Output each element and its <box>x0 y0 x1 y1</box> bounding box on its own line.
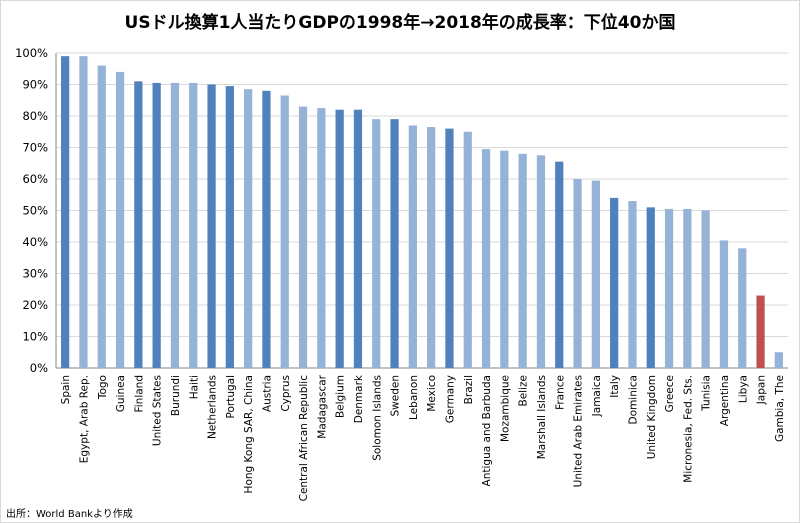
x-category-label: Marshall Islands <box>536 375 548 459</box>
x-category-label: Denmark <box>353 374 365 423</box>
x-category-label: Central African Republic <box>298 375 310 502</box>
bar <box>170 82 180 369</box>
x-category-label: Mozambique <box>499 375 511 442</box>
bar <box>701 210 710 368</box>
bar <box>61 56 70 369</box>
x-category-label: Togo <box>97 375 109 400</box>
bar <box>427 127 436 369</box>
x-category-label: Belgium <box>335 375 347 418</box>
x-category-label: Italy <box>609 375 621 398</box>
bar <box>500 150 509 368</box>
y-tick-label: 60% <box>22 172 48 186</box>
bar <box>445 128 454 368</box>
x-category-label: Portugal <box>225 375 237 419</box>
x-category-label: Sweden <box>390 375 402 417</box>
x-category-label: Libya <box>737 375 749 403</box>
bar <box>152 82 161 369</box>
x-category-label: Lebanon <box>408 375 420 420</box>
bar <box>97 65 106 368</box>
bar <box>372 119 381 369</box>
bar <box>628 201 637 368</box>
x-category-label: Haiti <box>188 375 200 399</box>
x-category-label: Greece <box>664 375 676 412</box>
x-category-label: Finland <box>133 375 145 413</box>
y-tick-label: 80% <box>22 109 48 123</box>
bar <box>408 125 417 368</box>
x-category-label: Netherlands <box>207 375 219 439</box>
bar <box>353 109 363 368</box>
bar <box>719 240 729 368</box>
y-tick-label: 40% <box>22 235 48 249</box>
x-category-label: Guinea <box>115 375 127 412</box>
chart-title: USドル換算1人当たりGDPの1998年→2018年の成長率：下位40か国 <box>124 13 676 33</box>
x-category-label: Japan <box>756 375 768 405</box>
x-category-label: Dominica <box>627 375 639 424</box>
bar <box>317 108 326 368</box>
x-category-label: Belize <box>518 375 530 406</box>
x-category-label: Cyprus <box>280 375 292 412</box>
bar <box>244 89 253 368</box>
gridlines <box>56 52 788 337</box>
bar <box>390 119 399 369</box>
y-tick-label: 10% <box>22 330 48 344</box>
x-category-label: Hong Kong SAR, China <box>243 375 255 493</box>
bar <box>262 90 271 369</box>
bar <box>646 207 655 368</box>
bar <box>774 352 783 368</box>
bars <box>61 56 783 369</box>
bar <box>115 71 125 369</box>
bar <box>756 295 765 368</box>
y-tick-label: 20% <box>22 298 48 312</box>
bar <box>573 179 582 368</box>
bar <box>610 197 619 368</box>
x-category-label: Gambia, The <box>774 375 786 442</box>
bar <box>481 149 491 368</box>
y-tick-label: 50% <box>22 204 48 218</box>
x-category-label: Egypt, Arab Rep. <box>78 375 90 463</box>
y-tick-label: 70% <box>22 141 48 155</box>
x-category-label: Micronesia, Fed. Sts. <box>682 375 694 483</box>
bar <box>536 155 546 368</box>
bar <box>555 161 564 368</box>
x-category-label: Jamaica <box>591 375 603 417</box>
x-category-label: United States <box>152 375 164 446</box>
bar <box>189 82 198 369</box>
y-tick-label: 30% <box>22 267 48 281</box>
y-tick-label: 0% <box>30 361 48 375</box>
bar <box>298 106 308 369</box>
x-category-label: Solomon Islands <box>371 375 383 461</box>
x-category-label: Burundi <box>170 375 182 416</box>
bar <box>134 81 143 368</box>
bar <box>664 208 674 368</box>
y-tick-label: 100% <box>15 46 48 60</box>
x-category-label: Madagascar <box>316 374 328 438</box>
y-tick-label: 90% <box>22 78 48 92</box>
bar <box>79 56 88 369</box>
bar <box>207 84 216 368</box>
bar <box>280 95 289 369</box>
x-category-label: Germany <box>444 375 456 423</box>
x-category-label: United Kingdom <box>646 375 658 459</box>
bar <box>591 180 600 368</box>
bar <box>335 109 344 368</box>
bar <box>683 208 692 368</box>
x-category-labels: Spain Egypt, Arab Rep. Togo Guinea Finland Un… <box>60 374 786 501</box>
bar <box>518 153 527 368</box>
bar <box>225 86 234 368</box>
x-category-label: Antigua and Barbuda <box>481 375 493 486</box>
x-category-label: Brazil <box>463 375 475 404</box>
x-category-label: Spain <box>60 375 72 404</box>
x-category-label: Tunisia <box>701 375 713 412</box>
source-note: 出所：World Bankより作成 <box>6 509 133 520</box>
x-category-label: Austria <box>261 375 273 412</box>
x-category-label: United Arab Emirates <box>573 375 585 487</box>
bar <box>463 131 472 368</box>
y-tick-labels: 0% 10% 20% 30% 40% 50% 60% 70% 80% 90% 100% <box>15 46 48 375</box>
x-category-label: France <box>554 375 566 410</box>
x-category-label: Mexico <box>426 375 438 412</box>
bar <box>738 248 747 368</box>
x-category-label: Argentina <box>719 375 731 426</box>
